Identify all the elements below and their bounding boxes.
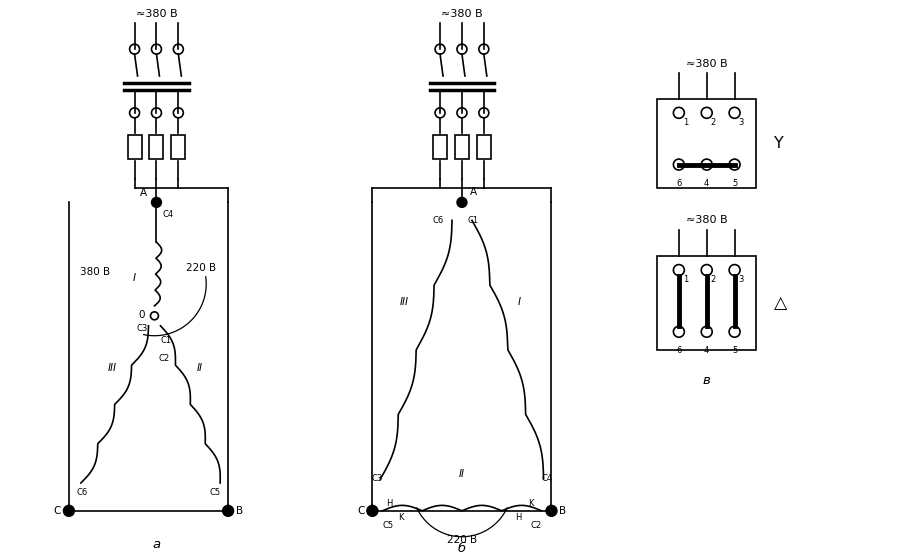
Text: III: III <box>400 297 409 307</box>
Text: C: C <box>357 506 364 516</box>
Text: II: II <box>459 469 465 479</box>
Bar <box>657 99 757 189</box>
Text: C: C <box>54 506 61 516</box>
Text: 1: 1 <box>683 118 688 127</box>
Text: III: III <box>108 362 117 372</box>
Text: 220 В: 220 В <box>447 535 477 545</box>
Text: ≈380 В: ≈380 В <box>441 10 482 19</box>
Text: 1: 1 <box>683 275 688 284</box>
Text: в: в <box>703 375 711 388</box>
Text: I: I <box>518 297 521 307</box>
Text: H: H <box>386 499 392 508</box>
Circle shape <box>222 505 234 516</box>
Text: B: B <box>236 506 243 516</box>
Text: ≈380 В: ≈380 В <box>686 215 727 225</box>
Text: 380 В: 380 В <box>80 267 110 277</box>
Text: ≈380 В: ≈380 В <box>686 59 727 69</box>
Text: 5: 5 <box>732 346 737 354</box>
Circle shape <box>457 198 467 207</box>
Text: 0: 0 <box>138 310 145 320</box>
Text: C1: C1 <box>468 216 479 225</box>
Text: A: A <box>140 188 148 198</box>
Text: C1: C1 <box>160 336 172 345</box>
Text: △: △ <box>774 294 788 312</box>
Text: C5: C5 <box>382 521 393 530</box>
Text: 6: 6 <box>676 346 681 354</box>
Text: 4: 4 <box>704 346 709 354</box>
Text: II: II <box>196 362 202 372</box>
Circle shape <box>367 505 378 516</box>
Text: Y: Y <box>774 136 784 151</box>
Text: 6: 6 <box>676 179 681 188</box>
Text: K: K <box>399 513 404 522</box>
Text: а: а <box>152 538 160 550</box>
Text: 2: 2 <box>711 118 716 127</box>
Bar <box>149 135 164 158</box>
Text: 3: 3 <box>739 118 744 127</box>
Bar <box>171 135 185 158</box>
Text: б: б <box>458 542 466 554</box>
Text: 3: 3 <box>739 275 744 284</box>
Text: K: K <box>528 499 534 508</box>
Text: C4: C4 <box>542 474 553 483</box>
Text: B: B <box>560 506 567 516</box>
Text: C3: C3 <box>137 324 148 333</box>
Text: 220 В: 220 В <box>186 263 216 273</box>
Text: 5: 5 <box>732 179 737 188</box>
Text: C4: C4 <box>162 211 174 220</box>
Bar <box>657 256 757 349</box>
Circle shape <box>546 505 557 516</box>
Circle shape <box>63 505 75 516</box>
Bar <box>433 135 447 158</box>
Text: C5: C5 <box>209 488 220 497</box>
Bar <box>455 135 469 158</box>
Text: A: A <box>470 188 477 198</box>
Text: ≈380 В: ≈380 В <box>136 10 177 19</box>
Text: C2: C2 <box>530 521 542 530</box>
Text: C6: C6 <box>76 488 88 497</box>
Circle shape <box>151 198 161 207</box>
Text: C3: C3 <box>371 474 382 483</box>
Text: H: H <box>516 513 522 522</box>
Text: 4: 4 <box>704 179 709 188</box>
Text: C2: C2 <box>158 353 169 363</box>
Bar <box>128 135 141 158</box>
Bar <box>477 135 490 158</box>
Text: I: I <box>133 273 136 283</box>
Text: 2: 2 <box>711 275 716 284</box>
Text: C6: C6 <box>433 216 444 225</box>
